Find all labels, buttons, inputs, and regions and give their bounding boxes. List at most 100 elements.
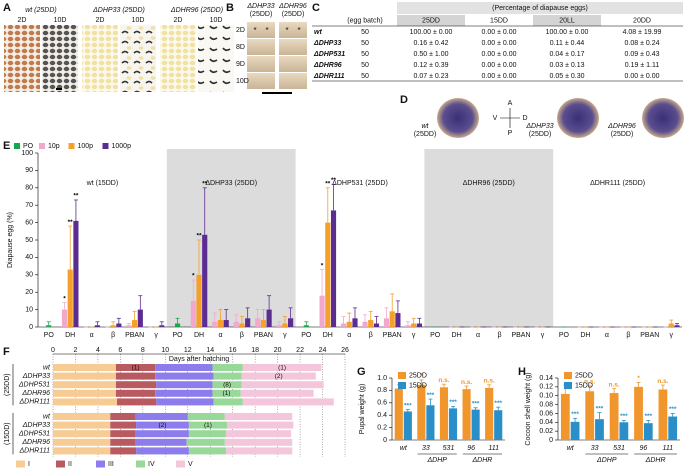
photo-group-label: ΔDHR96 (25DD) [170,7,223,14]
table-cell: 0.03 ± 0.13 [550,62,585,69]
bar-segment [156,381,213,389]
x-tick-label: 26 [341,347,349,354]
egg-closeup [247,56,275,72]
table-cell: 0.11 ± 0.44 [550,40,585,47]
bar-segment [136,421,189,429]
photo-day-label: 10D [210,17,223,24]
table-cell: 0.07 ± 0.23 [414,73,449,80]
bar [668,323,674,327]
significance-label: *** [669,406,677,413]
egg-closeup [279,73,307,89]
y-tick-label: 1.0 [377,375,387,382]
bar [352,318,358,327]
photo-day-label: 10D [132,17,145,24]
x-tick-label: 33 [422,445,430,452]
panel-letter: H [518,366,526,378]
legend-swatch [398,382,406,389]
bar-segment [155,389,213,397]
bar [126,325,132,327]
y-tick-label: ΔDHR96 [21,439,50,446]
y-tick-label: 0.06 [539,410,553,417]
bar [417,384,426,440]
legend-swatch [176,460,185,468]
bar-segment [115,389,156,397]
bar-segment [225,447,293,455]
bar [658,389,668,440]
y-tick-label: 0.04 [539,419,553,426]
table-cell: 50 [361,29,369,36]
egg-closeup [279,39,307,55]
x-tick-label: 24 [319,347,327,354]
bar [494,410,503,440]
group-label: (15DD) [4,422,11,445]
x-tick-label: PBAN [125,332,144,339]
bar-annotation: (2) [275,373,283,380]
photo-day-label: 2D [18,17,27,24]
panel-letter: C [312,2,320,14]
significance-label: *** [449,399,457,406]
significance-label: n.s. [657,378,668,385]
y-tick-label: 0 [29,324,33,331]
y-tick-label: 10 [25,306,33,313]
bar [223,320,229,327]
x-tick-label: DH [65,332,75,339]
y-tick-label: 90 [25,167,33,174]
header-shade [397,15,465,26]
y-tick-label: 0.2 [377,424,387,431]
y-tick-label: ΔDHR96 [21,390,50,397]
x-group-label: ΔDHP [596,457,617,464]
group-label: wt (15DD) [86,180,119,187]
table-cell: 100.00 ± 0.00 [546,29,589,36]
table-header: 20DD [633,17,651,24]
x-tick-label: PBAN [640,332,659,339]
x-group-label: ΔDHP [426,457,447,464]
embryo-name: wt [422,123,430,130]
significance-label: *** [620,413,628,420]
bar [212,321,218,327]
photo-day-label: 2D [174,17,183,24]
scale-bar [56,88,62,90]
bar [276,325,282,327]
table-header: (egg batch) [347,17,382,24]
egg-photo [42,25,78,92]
y-tick-label: ΔDHP33 [22,422,50,429]
panel-letter: G [357,366,366,378]
table-cell: 0.05 ± 0.30 [550,73,585,80]
bar-segment [212,381,242,389]
row-label: 9D [236,61,245,68]
y-tick-label: ΔDHP33 [22,373,50,380]
bar [585,391,595,440]
x-tick-label: 10 [161,347,169,354]
bar [448,408,458,440]
legend-label: 25DD [575,372,593,379]
x-tick-label: α [90,332,94,339]
bar-segment [53,438,111,446]
bar-segment [212,364,243,371]
significance-label: *** [494,400,502,407]
y-tick-label: wt [43,364,51,371]
legend-swatch [39,143,45,149]
legend-label: IV [148,461,155,468]
panel-letter: B [226,2,234,14]
photo-marker: * [253,26,256,35]
significance-label: *** [571,411,579,418]
significance-label: n.s. [461,379,472,386]
x-tick-label: 6 [118,347,122,354]
legend-swatch [14,143,20,149]
y-tick-label: wt [43,413,51,420]
egg-closeup [247,22,275,38]
x-tick-label: 8 [141,347,145,354]
bar [73,220,79,327]
table-cell: 0.09 ± 0.43 [625,51,660,58]
bar [389,311,395,327]
bar [61,309,68,327]
bar-annotation: (1) [278,364,286,371]
x-tick-label: PO [430,332,441,339]
x-tick-label: PBAN [511,332,530,339]
bar-segment [53,372,116,380]
bar [132,320,138,327]
legend-label: 100p [78,143,94,150]
row-label: 2D [236,27,245,34]
legend-swatch [102,143,109,149]
significance-label: *** [596,405,604,412]
